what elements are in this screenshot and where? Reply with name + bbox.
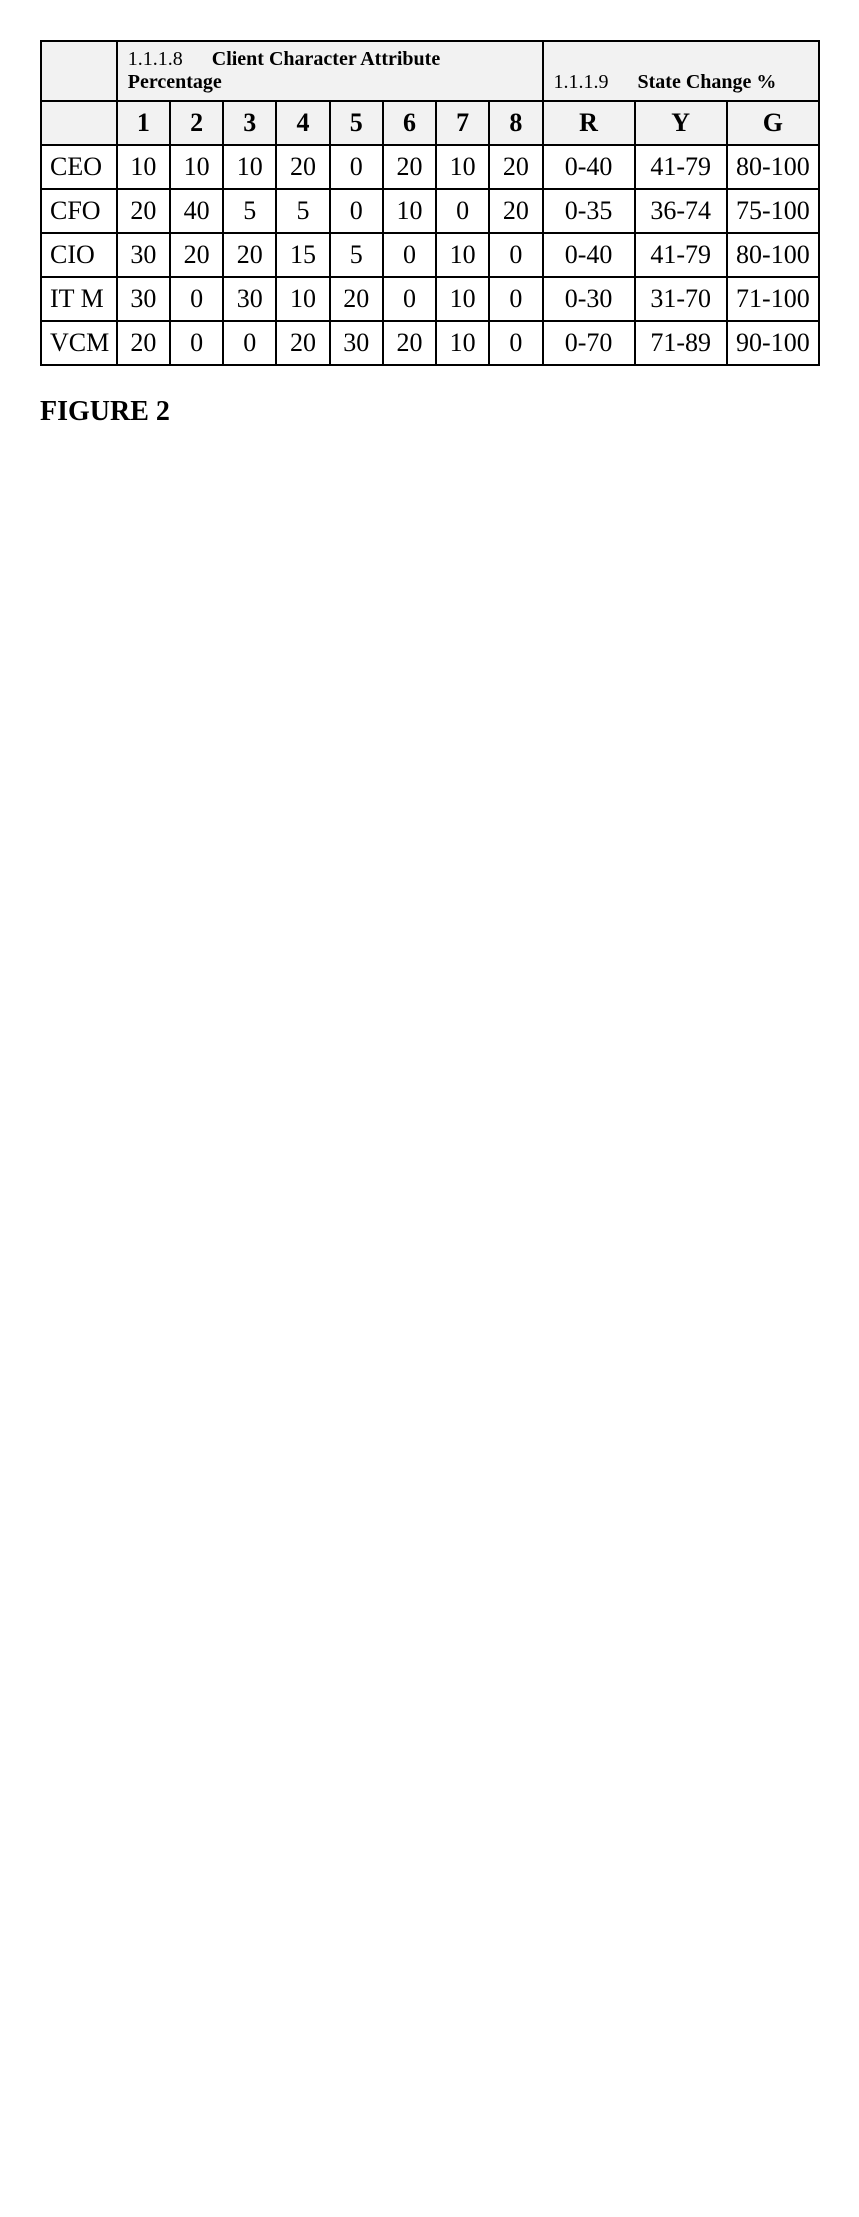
attr-cell: 20 (383, 321, 436, 365)
attr-cell: 0 (489, 277, 542, 321)
state-cell-r: 0-30 (543, 277, 635, 321)
attr-cell: 0 (489, 321, 542, 365)
attr-cell: 10 (223, 145, 276, 189)
attr-cell: 0 (489, 233, 542, 277)
attr-cell: 30 (223, 277, 276, 321)
state-cell-r: 0-35 (543, 189, 635, 233)
attr-cell: 0 (330, 145, 383, 189)
state-cell-r: 0-40 (543, 145, 635, 189)
attr-cell: 20 (276, 321, 329, 365)
attr-cell: 5 (330, 233, 383, 277)
attr-cell: 5 (223, 189, 276, 233)
attr-col-6: 6 (383, 101, 436, 145)
figure-2-table: 1.1.1.8 Client Character Attribute Perce… (40, 40, 820, 366)
attr-cell: 10 (117, 145, 170, 189)
table-row: IT M 30 0 30 10 20 0 10 0 0-30 31-70 71-… (41, 277, 819, 321)
attr-cell: 20 (489, 145, 542, 189)
attr-cell: 20 (330, 277, 383, 321)
role-label: IT M (41, 277, 117, 321)
attr-cell: 0 (170, 277, 223, 321)
attr-cell: 10 (436, 145, 489, 189)
state-cell-g: 75-100 (727, 189, 819, 233)
state-col-y: Y (635, 101, 727, 145)
state-cell-y: 71-89 (635, 321, 727, 365)
attr-cell: 10 (436, 277, 489, 321)
state-section-title: State Change % (614, 71, 777, 93)
attributes-section-header: 1.1.1.8 Client Character Attribute Perce… (117, 41, 543, 101)
attr-cell: 30 (330, 321, 383, 365)
role-label: CFO (41, 189, 117, 233)
attr-col-1: 1 (117, 101, 170, 145)
attr-col-4: 4 (276, 101, 329, 145)
state-cell-y: 31-70 (635, 277, 727, 321)
attr-cell: 0 (330, 189, 383, 233)
state-cell-y: 36-74 (635, 189, 727, 233)
state-section-id: 1.1.1.9 (554, 71, 609, 93)
table-row: CFO 20 40 5 5 0 10 0 20 0-35 36-74 75-10… (41, 189, 819, 233)
attr-cell: 30 (117, 277, 170, 321)
state-col-g: G (727, 101, 819, 145)
attributes-section-id: 1.1.1.8 (128, 48, 183, 70)
attr-cell: 20 (276, 145, 329, 189)
attr-cell: 10 (276, 277, 329, 321)
role-label: CIO (41, 233, 117, 277)
state-cell-y: 41-79 (635, 233, 727, 277)
attr-cell: 0 (383, 233, 436, 277)
corner-blank (41, 41, 117, 101)
attr-cell: 10 (383, 189, 436, 233)
state-section-header: 1.1.1.9 State Change % (543, 41, 820, 101)
attr-col-8: 8 (489, 101, 542, 145)
state-cell-g: 90-100 (727, 321, 819, 365)
attr-cell: 10 (436, 233, 489, 277)
attr-cell: 20 (117, 321, 170, 365)
attr-cell: 20 (489, 189, 542, 233)
attr-cell: 20 (117, 189, 170, 233)
section-header-row: 1.1.1.8 Client Character Attribute Perce… (41, 41, 819, 101)
state-cell-g: 80-100 (727, 145, 819, 189)
column-header-row: 1 2 3 4 5 6 7 8 R Y G (41, 101, 819, 145)
attr-cell: 5 (276, 189, 329, 233)
attr-col-5: 5 (330, 101, 383, 145)
attr-cell: 40 (170, 189, 223, 233)
attr-cell: 10 (436, 321, 489, 365)
table-row: CEO 10 10 10 20 0 20 10 20 0-40 41-79 80… (41, 145, 819, 189)
state-cell-y: 41-79 (635, 145, 727, 189)
state-cell-r: 0-40 (543, 233, 635, 277)
attr-cell: 0 (223, 321, 276, 365)
attr-col-3: 3 (223, 101, 276, 145)
attr-col-7: 7 (436, 101, 489, 145)
state-col-r: R (543, 101, 635, 145)
attr-cell: 30 (117, 233, 170, 277)
role-label: CEO (41, 145, 117, 189)
state-cell-r: 0-70 (543, 321, 635, 365)
state-cell-g: 80-100 (727, 233, 819, 277)
table-row: VCM 20 0 0 20 30 20 10 0 0-70 71-89 90-1… (41, 321, 819, 365)
figure-caption: FIGURE 2 (40, 396, 820, 428)
corner-blank-2 (41, 101, 117, 145)
table-row: CIO 30 20 20 15 5 0 10 0 0-40 41-79 80-1… (41, 233, 819, 277)
attr-col-2: 2 (170, 101, 223, 145)
attr-cell: 20 (383, 145, 436, 189)
attr-cell: 10 (170, 145, 223, 189)
attr-cell: 20 (170, 233, 223, 277)
attr-cell: 0 (170, 321, 223, 365)
attr-cell: 20 (223, 233, 276, 277)
attr-cell: 0 (383, 277, 436, 321)
role-label: VCM (41, 321, 117, 365)
attr-cell: 0 (436, 189, 489, 233)
attr-cell: 15 (276, 233, 329, 277)
state-cell-g: 71-100 (727, 277, 819, 321)
